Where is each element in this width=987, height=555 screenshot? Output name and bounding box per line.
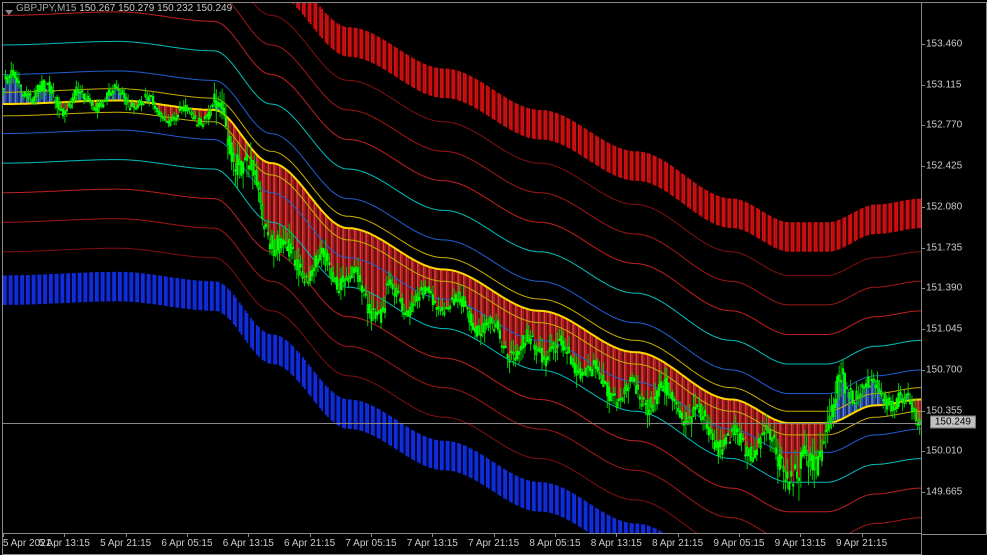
- x-tick-label: 7 Apr 13:15: [407, 538, 458, 549]
- x-tick-label: 5 Apr 13:15: [39, 538, 90, 549]
- y-tick-mark: [921, 248, 925, 249]
- chevron-down-icon[interactable]: [4, 4, 14, 14]
- x-tick-label: 6 Apr 13:15: [223, 538, 274, 549]
- ohlc-high: 150.279: [118, 3, 154, 14]
- y-tick-label: 150.010: [926, 446, 962, 457]
- symbol-label: GBPJPY,M15: [16, 3, 76, 14]
- x-tick-label: 9 Apr 13:15: [775, 538, 826, 549]
- y-tick-label: 152.770: [926, 120, 962, 131]
- x-tick-mark: [432, 533, 433, 537]
- y-tick-mark: [921, 329, 925, 330]
- x-tick-mark: [310, 533, 311, 537]
- y-tick-mark: [921, 166, 925, 167]
- x-tick-label: 6 Apr 21:15: [284, 538, 335, 549]
- ohlc-close: 150.249: [196, 3, 232, 14]
- x-tick-mark: [126, 533, 127, 537]
- x-tick-mark: [678, 533, 679, 537]
- y-tick-mark: [921, 411, 925, 412]
- y-tick-label: 151.045: [926, 324, 962, 335]
- y-tick-label: 150.700: [926, 364, 962, 375]
- y-tick-label: 153.460: [926, 38, 962, 49]
- x-tick-label: 8 Apr 13:15: [591, 538, 642, 549]
- y-tick-mark: [921, 370, 925, 371]
- y-tick-mark: [921, 288, 925, 289]
- y-tick-mark: [921, 85, 925, 86]
- y-tick-label: 151.735: [926, 242, 962, 253]
- x-tick-mark: [555, 533, 556, 537]
- x-axis: 5 Apr 20215 Apr 13:155 Apr 21:156 Apr 05…: [2, 533, 922, 555]
- y-tick-label: 150.355: [926, 405, 962, 416]
- x-tick-label: 5 Apr 21:15: [100, 538, 151, 549]
- x-tick-label: 8 Apr 05:15: [529, 538, 580, 549]
- chart-svg: [3, 3, 921, 533]
- x-tick-mark: [739, 533, 740, 537]
- chart-container: GBPJPY,M15 150.267 150.279 150.232 150.2…: [0, 0, 987, 555]
- y-tick-mark: [921, 492, 925, 493]
- x-tick-label: 8 Apr 21:15: [652, 538, 703, 549]
- x-tick-label: 7 Apr 05:15: [345, 538, 396, 549]
- plot-area[interactable]: [2, 2, 922, 534]
- y-tick-label: 153.115: [926, 79, 961, 90]
- y-axis: 153.460 153.115 152.770 152.425 152.080 151.7…: [921, 2, 987, 535]
- x-tick-mark: [862, 533, 863, 537]
- y-tick-mark: [921, 125, 925, 126]
- x-tick-label: 9 Apr 05:15: [713, 538, 764, 549]
- y-tick-label: 151.390: [926, 283, 962, 294]
- x-tick-label: 9 Apr 21:15: [836, 538, 887, 549]
- current-price-value: 150.249: [935, 417, 971, 428]
- chart-title: GBPJPY,M15 150.267 150.279 150.232 150.2…: [16, 3, 232, 14]
- current-price-line: [3, 423, 921, 424]
- y-tick-label: 152.425: [926, 161, 962, 172]
- y-tick-label: 152.080: [926, 201, 962, 212]
- ohlc-low: 150.232: [157, 3, 193, 14]
- x-tick-label: 7 Apr 21:15: [468, 538, 519, 549]
- y-tick-label: 149.665: [926, 487, 962, 498]
- current-price-box: 150.249: [930, 416, 976, 429]
- x-tick-mark: [248, 533, 249, 537]
- x-tick-mark: [800, 533, 801, 537]
- x-tick-mark: [187, 533, 188, 537]
- x-tick-mark: [3, 533, 4, 537]
- x-tick-mark: [64, 533, 65, 537]
- x-tick-mark: [494, 533, 495, 537]
- x-tick-mark: [371, 533, 372, 537]
- y-tick-mark: [921, 207, 925, 208]
- x-tick-mark: [616, 533, 617, 537]
- ohlc-open: 150.267: [79, 3, 115, 14]
- y-tick-mark: [921, 451, 925, 452]
- x-tick-label: 6 Apr 05:15: [161, 538, 212, 549]
- y-tick-mark: [921, 44, 925, 45]
